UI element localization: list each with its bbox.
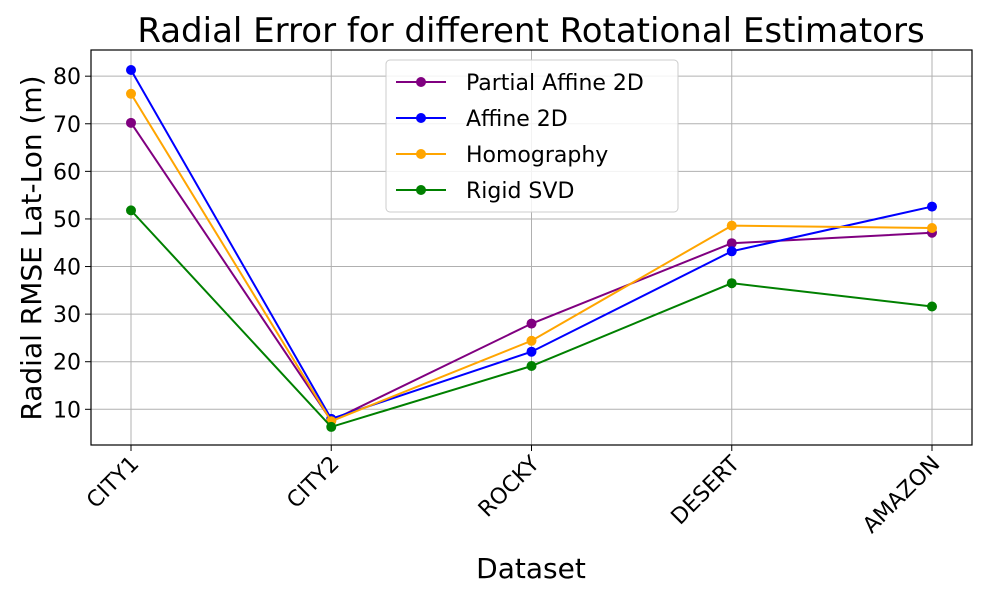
legend-item: Partial Affine 2D — [396, 71, 644, 96]
legend-swatch-marker — [416, 113, 426, 123]
legend-item: Rigid SVD — [396, 179, 574, 204]
data-point — [526, 318, 537, 329]
series-layer — [126, 64, 937, 432]
data-point — [526, 361, 537, 371]
legend-swatch-marker — [416, 77, 426, 87]
legend-label: Partial Affine 2D — [466, 71, 644, 96]
series-rigid-svd — [126, 205, 937, 432]
y-tick-label: 70 — [53, 113, 81, 138]
data-point — [526, 346, 537, 357]
legend-box — [385, 59, 679, 213]
legend-label: Homography — [466, 143, 608, 168]
y-tick-label: 40 — [53, 256, 81, 281]
legend-swatch-marker — [416, 149, 426, 159]
legend-label: Affine 2D — [466, 107, 568, 132]
y-tick-label: 20 — [53, 351, 81, 376]
y-tick-label: 10 — [53, 398, 81, 423]
y-tick-label: 80 — [53, 65, 81, 90]
y-axis-ticks: 10 20 30 40 50 60 70 80 — [53, 65, 91, 423]
legend-item: Affine 2D — [396, 107, 568, 132]
data-point — [927, 222, 937, 233]
data-point — [126, 117, 136, 128]
y-axis-title: Radial RMSE Lat-Lon (m) — [15, 75, 48, 420]
data-point — [726, 238, 737, 249]
data-point — [126, 205, 136, 216]
data-point — [126, 88, 136, 99]
x-axis-title: Dataset — [476, 552, 586, 585]
legend: Partial Affine 2D Affine 2D Homography Rigi… — [385, 59, 679, 213]
data-point — [726, 278, 737, 289]
data-point — [126, 64, 136, 75]
data-point — [726, 246, 737, 257]
y-tick-label: 60 — [53, 160, 81, 185]
chart-title: Radial Error for different Rotational Es… — [137, 11, 924, 51]
legend-swatch-marker — [416, 185, 426, 195]
series-homography — [126, 88, 937, 427]
data-point — [927, 201, 937, 212]
data-point — [326, 421, 337, 432]
data-point — [726, 220, 737, 231]
plot-frame — [90, 49, 973, 446]
data-point — [927, 301, 937, 312]
y-tick-label: 50 — [53, 208, 81, 233]
legend-item: Homography — [396, 143, 608, 168]
series-affine-2d — [126, 64, 937, 424]
legend-label: Rigid SVD — [466, 179, 574, 204]
data-point — [526, 335, 537, 346]
y-tick-label: 30 — [53, 303, 81, 328]
